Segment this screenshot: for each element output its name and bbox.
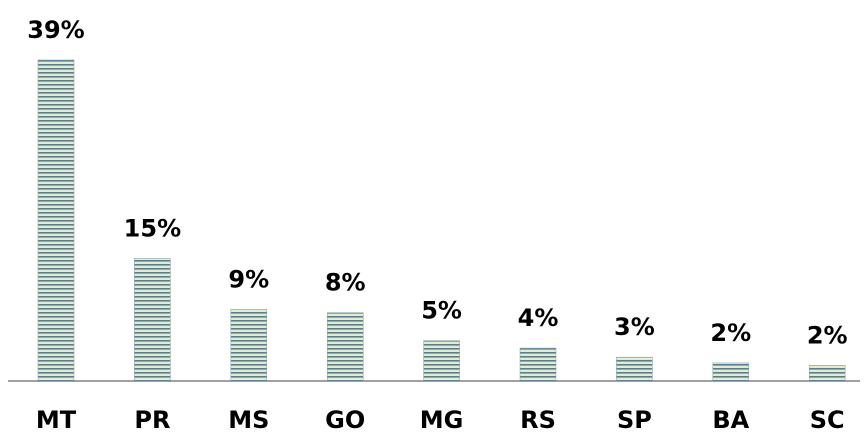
bar — [808, 365, 846, 382]
value-label: 5% — [421, 297, 462, 325]
x-tick-label: SP — [617, 406, 652, 434]
value-label: 2% — [710, 319, 751, 347]
x-tick-label: MG — [420, 406, 464, 434]
x-tick-label: GO — [325, 406, 365, 434]
bar — [616, 356, 653, 382]
bar — [423, 340, 460, 382]
value-label: 4% — [518, 304, 559, 332]
value-label: 15% — [124, 214, 181, 242]
x-tick-label: PR — [134, 406, 170, 434]
value-label: 3% — [614, 313, 655, 341]
bar — [519, 347, 557, 382]
value-label: 39% — [27, 16, 84, 44]
bar — [37, 59, 75, 382]
x-tick-label: MT — [36, 406, 77, 434]
bar — [712, 362, 750, 382]
bar — [230, 309, 268, 382]
x-tick-label: BA — [712, 406, 749, 434]
x-tick-label: MS — [228, 406, 269, 434]
value-label: 2% — [807, 321, 848, 349]
value-label: 9% — [228, 265, 269, 293]
x-tick-label: SC — [810, 406, 845, 434]
bar — [134, 258, 171, 382]
value-label: 8% — [325, 269, 366, 297]
x-tick-label: RS — [520, 406, 556, 434]
bar — [326, 312, 364, 382]
